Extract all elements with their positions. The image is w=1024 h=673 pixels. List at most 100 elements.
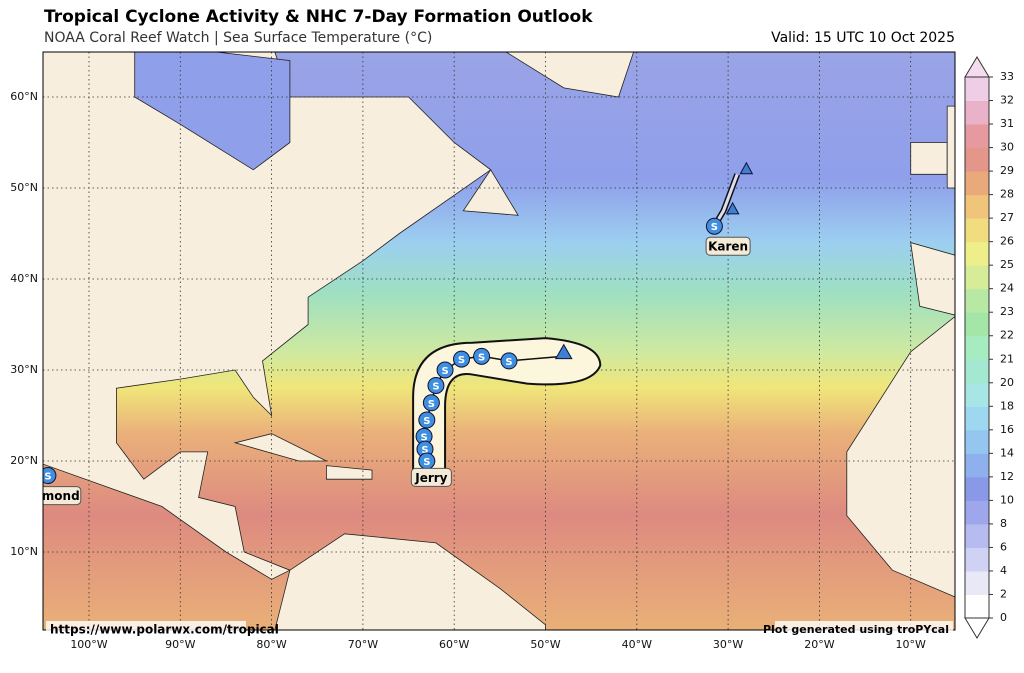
lat-label: 60°N — [10, 90, 38, 103]
colorbar-swatch — [965, 124, 989, 149]
land — [233, 433, 327, 462]
colorbar-swatch — [965, 147, 989, 172]
colorbar-swatch — [965, 288, 989, 313]
lon-label: 10°W — [896, 638, 926, 651]
lon-label: 30°W — [713, 638, 743, 651]
land — [43, 52, 492, 580]
lat-label: 40°N — [10, 272, 38, 285]
storm-symbol: S — [423, 416, 430, 427]
lon-label: 80°W — [256, 638, 286, 651]
lat-label: 50°N — [10, 181, 38, 194]
land — [462, 169, 519, 216]
hudson-bay — [134, 52, 291, 171]
colorbar-tick-label: 4 — [1000, 564, 1007, 577]
lat-label: 10°N — [10, 545, 38, 558]
colorbar-tick-label: 27 — [1000, 211, 1014, 224]
storm-symbol: S — [421, 445, 428, 456]
storm-symbol: S — [505, 357, 512, 368]
colorbar-swatch — [965, 359, 989, 384]
storm-marker — [705, 217, 723, 235]
colorbar-tick-label: 12 — [1000, 470, 1014, 483]
colorbar: 0246810121416182021222324252627282930313… — [964, 56, 1014, 639]
colorbar-swatch — [965, 594, 989, 619]
colorbar-tick-label: 32 — [1000, 94, 1014, 107]
land — [325, 465, 373, 480]
colorbar-tick-label: 10 — [1000, 493, 1014, 506]
footer-box — [46, 621, 246, 637]
colorbar-tick-label: 20 — [1000, 376, 1014, 389]
source-url: https://www.polarwx.com/tropical — [50, 623, 279, 637]
storm-label-box — [43, 486, 82, 506]
lon-label: 70°W — [348, 638, 378, 651]
storm-symbol: S — [432, 381, 439, 392]
footer-box — [775, 621, 953, 637]
colorbar-frame — [964, 76, 990, 619]
land — [846, 242, 955, 598]
land — [910, 142, 948, 175]
storm-symbol: S — [441, 366, 448, 377]
storm-symbol: S — [420, 432, 427, 443]
colorbar-swatch — [965, 570, 989, 595]
colorbar-swatch — [965, 100, 989, 125]
colorbar-tick-label: 8 — [1000, 517, 1007, 530]
land — [274, 533, 546, 630]
colorbar-swatch — [965, 429, 989, 454]
colorbar-tick-label: 24 — [1000, 282, 1014, 295]
colorbar-tick-label: 25 — [1000, 258, 1014, 271]
colorbar-tick-label: 18 — [1000, 399, 1014, 412]
storm-marker — [453, 350, 471, 368]
colorbar-tick-label: 23 — [1000, 305, 1014, 318]
map-frame — [42, 51, 956, 631]
storm-label-box — [410, 467, 452, 487]
colorbar-swatch — [965, 476, 989, 501]
colorbar-tick-label: 22 — [1000, 329, 1014, 342]
lon-label: 100°W — [70, 638, 107, 651]
colorbar-swatch — [965, 382, 989, 407]
forecast-triangle — [725, 201, 740, 215]
colorbar-swatch — [965, 241, 989, 266]
valid-time: Valid: 15 UTC 10 Oct 2025 — [771, 30, 955, 46]
lat-label: 30°N — [10, 363, 38, 376]
lon-label: 20°W — [804, 638, 834, 651]
colorbar-swatch — [965, 547, 989, 572]
storm-symbol: S — [428, 399, 435, 410]
colorbar-tick-label: 30 — [1000, 141, 1014, 154]
lon-label: 90°W — [165, 638, 195, 651]
storm-symbol: S — [711, 222, 718, 233]
lon-label: 40°W — [622, 638, 652, 651]
storm-marker — [473, 347, 491, 365]
storm-name: mond — [42, 489, 80, 503]
colorbar-tick-label: 29 — [1000, 164, 1014, 177]
forecast-triangle — [739, 161, 754, 175]
storm-name: Jerry — [414, 471, 447, 485]
colorbar-tick-label: 0 — [1000, 611, 1007, 624]
storm-name: Karen — [708, 240, 748, 254]
land — [946, 105, 955, 189]
storm-symbol: S — [478, 352, 485, 363]
lat-label: 20°N — [10, 454, 38, 467]
storm-marker — [436, 361, 454, 379]
colorbar-swatch — [965, 500, 989, 525]
colorbar-swatch — [965, 453, 989, 478]
storm-symbol: S — [423, 457, 430, 468]
colorbar-tick-label: 6 — [1000, 540, 1007, 553]
storm-marker — [43, 467, 57, 485]
land — [505, 52, 635, 98]
colorbar-tick-label: 14 — [1000, 446, 1014, 459]
colorbar-swatch — [965, 335, 989, 360]
colorbar-top — [964, 56, 990, 78]
colorbar-swatch — [965, 171, 989, 196]
credit: Plot generated using troPYcal — [763, 623, 949, 636]
colorbar-swatch — [965, 406, 989, 431]
forecast-triangle — [554, 343, 573, 360]
storm-symbol: S — [44, 472, 51, 483]
lon-label: 60°W — [439, 638, 469, 651]
colorbar-tick-label: 26 — [1000, 235, 1014, 248]
colorbar-swatch — [965, 312, 989, 337]
subtitle: NOAA Coral Reef Watch | Sea Surface Temp… — [44, 30, 432, 46]
colorbar-swatch — [965, 194, 989, 219]
lon-label: 50°W — [530, 638, 560, 651]
storm-symbol: S — [458, 355, 465, 366]
